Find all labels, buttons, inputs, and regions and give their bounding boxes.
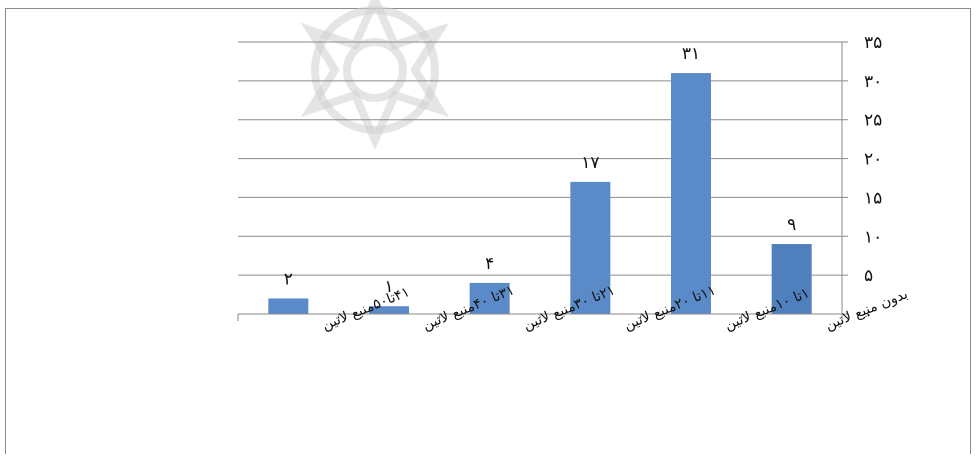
y-tick-label-5: ۵ xyxy=(864,266,873,286)
y-tick-label-35: ۳۵ xyxy=(864,33,882,53)
gridlines xyxy=(238,41,842,276)
bar-5 xyxy=(268,298,309,314)
y-tick-label-30: ۳۰ xyxy=(864,72,882,92)
data-label-2: ۱۷ xyxy=(581,153,599,173)
data-label-3: ۴ xyxy=(485,254,494,274)
data-label-4: ۱ xyxy=(384,277,393,297)
y-tick-label-15: ۱۵ xyxy=(864,188,882,208)
data-labels: ۹ ۳۱ ۱۷ ۴ ۱ ۲ xyxy=(284,44,796,297)
bars xyxy=(268,73,812,314)
data-label-0: ۹ xyxy=(787,215,796,235)
x-category-label-0: بدون منبع لاتین xyxy=(823,286,910,334)
watermark-emblem xyxy=(300,0,450,150)
chart-frame xyxy=(5,8,971,454)
y-axis-tick-labels: ۰ ۵ ۱۰ ۱۵ ۲۰ ۲۵ ۳۰ ۳۵ xyxy=(864,33,882,325)
y-tick-label-10: ۱۰ xyxy=(864,227,882,247)
bar-2 xyxy=(570,181,611,314)
data-label-1: ۳۱ xyxy=(682,44,700,64)
y-tick-label-25: ۲۵ xyxy=(864,111,882,131)
data-label-5: ۲ xyxy=(284,269,293,289)
y-tick-label-0: ۰ xyxy=(864,305,873,325)
bar-1 xyxy=(671,73,711,314)
bar-4 xyxy=(369,306,409,314)
bar-0 xyxy=(771,244,812,314)
bar-3 xyxy=(469,282,510,314)
y-tick-label-20: ۲۰ xyxy=(864,150,882,170)
axes xyxy=(237,41,848,321)
